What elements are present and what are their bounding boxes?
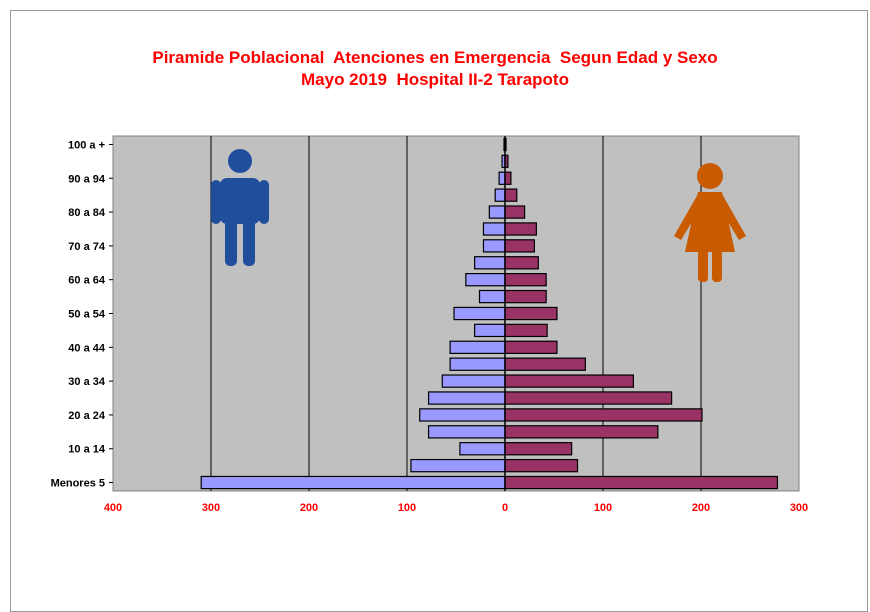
y-tick-label: 60 a 64 — [68, 275, 106, 287]
y-tick-label: 80 a 84 — [68, 207, 106, 219]
bar-male-18 — [498, 171, 506, 185]
bar-female-11 — [504, 289, 547, 304]
y-tick-label: 100 a + — [68, 139, 105, 151]
bar-female-9 — [504, 323, 548, 338]
y-tick-label: 20 a 24 — [68, 410, 106, 422]
y-tick-label: Menores 5 — [51, 478, 105, 490]
chart-title: Piramide Poblacional Atenciones en Emerg… — [152, 48, 718, 67]
bar-female-4 — [504, 408, 703, 422]
bar-female-10 — [504, 306, 558, 321]
bar-female-1 — [504, 458, 579, 473]
bar-female-7 — [504, 357, 586, 371]
bar-female-16 — [504, 205, 526, 219]
bar-male-0 — [200, 475, 506, 490]
bar-female-14 — [504, 239, 535, 253]
bar-male-13 — [474, 256, 506, 270]
x-tick-label: 400 — [104, 502, 122, 514]
y-tick-label: 30 a 34 — [68, 376, 106, 388]
bar-male-12 — [465, 273, 506, 287]
bar-male-7 — [449, 357, 506, 371]
bar-female-17 — [504, 188, 518, 202]
bar-male-9 — [474, 323, 506, 338]
bar-male-17 — [494, 188, 506, 202]
bar-male-2 — [459, 442, 506, 456]
x-tick-label: 100 — [594, 502, 612, 514]
bar-female-5 — [504, 391, 673, 405]
male-person-icon — [211, 149, 269, 266]
bar-male-5 — [427, 391, 506, 405]
population-pyramid-chart: Menores 5 10 a 14 20 a 24 30 a 34 40 a 44 50 … — [51, 135, 808, 514]
x-tick-label: 300 — [790, 502, 808, 514]
x-tick-label: 200 — [692, 502, 710, 514]
y-tick-label: 10 a 14 — [68, 444, 106, 456]
chart-subtitle: Mayo 2019 Hospital II-2 Tarapoto — [301, 70, 569, 89]
bar-male-6 — [441, 374, 506, 388]
x-tick-label: 0 — [502, 502, 508, 514]
bar-female-15 — [504, 222, 537, 236]
bar-male-11 — [478, 289, 506, 304]
y-tick-label: 50 a 54 — [68, 309, 106, 321]
x-tick-label: 100 — [398, 502, 416, 514]
bar-female-13 — [504, 256, 539, 270]
bar-female-18 — [504, 171, 512, 185]
bar-female-8 — [504, 340, 558, 354]
y-tick-label: 90 a 94 — [68, 173, 106, 185]
x-tick-label: 300 — [202, 502, 220, 514]
bar-male-16 — [488, 205, 506, 219]
female-person-icon — [674, 163, 746, 282]
bar-female-3 — [504, 425, 659, 439]
y-tick-label: 70 a 74 — [68, 241, 106, 253]
bar-female-2 — [504, 442, 573, 456]
x-tick-label: 200 — [300, 502, 318, 514]
bar-male-3 — [427, 425, 506, 439]
bar-male-1 — [410, 458, 506, 473]
bar-male-4 — [419, 408, 506, 422]
bar-male-10 — [453, 306, 506, 321]
bar-male-8 — [449, 340, 506, 354]
bar-male-15 — [482, 222, 506, 236]
y-tick-label: 40 a 44 — [68, 342, 106, 354]
bar-female-12 — [504, 273, 547, 287]
bar-female-6 — [504, 374, 634, 388]
bar-male-14 — [482, 239, 506, 253]
bar-female-0 — [504, 475, 779, 490]
